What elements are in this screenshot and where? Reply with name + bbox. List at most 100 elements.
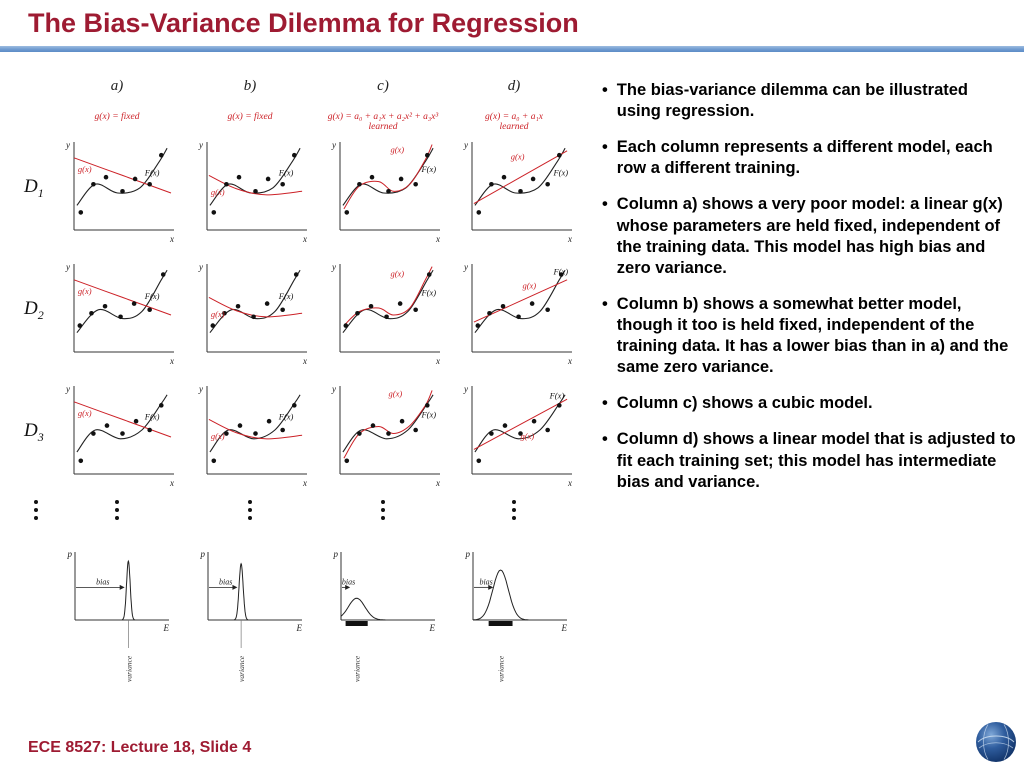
svg-text:y: y [65, 384, 70, 394]
svg-text:E: E [561, 623, 568, 633]
svg-text:F(x): F(x) [144, 411, 160, 421]
bullet-text: Column a) shows a very poor model: a lin… [616, 195, 1003, 277]
svg-text:y: y [331, 140, 336, 150]
bullet-item: • Column a) shows a very poor model: a li… [602, 194, 1016, 278]
svg-text:x: x [169, 478, 174, 488]
svg-text:F(x): F(x) [420, 164, 436, 174]
formula-note: learned [499, 122, 529, 132]
plot-cell-d1-b: y x g(x) F(x) [191, 134, 309, 246]
column-formula-c: g(x) = a₀ + a₁x + a₂x² + a₃x³ learned [308, 112, 458, 132]
title-divider-rule [0, 46, 1024, 52]
regression-plot-svg: y x g(x) F(x) [198, 140, 307, 244]
regression-plot-svg: y x g(x) F(x) [331, 384, 440, 488]
plot-cell-d2-b: y x g(x) F(x) [191, 256, 309, 368]
bullet-marker: • [602, 138, 608, 157]
row-label-d2: D2 [24, 298, 44, 322]
svg-text:y: y [198, 384, 203, 394]
regression-plot-svg: y x g(x) F(x) [65, 262, 174, 366]
slide-footer: ECE 8527: Lecture 18, Slide 4 [28, 739, 252, 756]
bullet-item: • Column c) shows a cubic model. [602, 393, 1016, 414]
svg-text:g(x): g(x) [511, 152, 525, 162]
svg-text:y: y [65, 140, 70, 150]
svg-text:y: y [198, 262, 203, 272]
svg-text:x: x [302, 356, 307, 366]
regression-plot-svg: y x g(x) F(x) [65, 384, 174, 488]
svg-text:p: p [465, 549, 471, 559]
svg-text:x: x [169, 234, 174, 244]
plot-cell-d2-d: y x g(x) F(x) [456, 256, 574, 368]
svg-text:x: x [302, 478, 307, 488]
row-label-d3: D3 [24, 420, 44, 444]
svg-text:p: p [67, 549, 73, 559]
svg-text:bias: bias [342, 577, 355, 586]
column-header-a: a) [110, 78, 124, 94]
row-label-d1: D1 [24, 176, 44, 200]
regression-plot-svg: y x g(x) F(x) [331, 262, 440, 366]
svg-text:p: p [333, 549, 339, 559]
svg-text:g(x): g(x) [78, 286, 92, 296]
regression-plot-svg: y x g(x) F(x) [198, 384, 307, 488]
column-header-c: c) [377, 78, 389, 94]
vertical-ellipsis [34, 500, 38, 504]
svg-text:y: y [463, 140, 468, 150]
plot-cell-d3-d: y x g(x) F(x) [456, 378, 574, 490]
svg-text:g(x): g(x) [390, 268, 404, 278]
svg-text:E: E [163, 623, 170, 633]
svg-text:variance: variance [497, 655, 506, 682]
bullet-marker: • [602, 394, 608, 413]
globe-logo-svg [976, 722, 1016, 762]
svg-text:variance: variance [124, 655, 133, 682]
svg-text:y: y [463, 262, 468, 272]
column-formula-a: g(x) = fixed [42, 112, 192, 122]
plot-cell-d1-d: y x g(x) F(x) [456, 134, 574, 246]
svg-text:g(x): g(x) [78, 164, 92, 174]
bullet-marker: • [602, 81, 608, 99]
svg-text:F(x): F(x) [144, 167, 160, 177]
formula-note: learned [368, 122, 398, 132]
regression-plot-svg: y x g(x) F(x) [65, 140, 174, 244]
svg-text:variance: variance [237, 655, 246, 682]
svg-text:g(x): g(x) [389, 389, 403, 399]
svg-text:bias: bias [479, 577, 492, 586]
svg-text:g(x): g(x) [211, 187, 225, 197]
bullet-item: • Column b) shows a somewhat better model… [602, 294, 1016, 378]
regression-plot-svg: y x g(x) F(x) [463, 140, 572, 244]
regression-plot-svg: y x g(x) F(x) [331, 140, 440, 244]
bullet-marker: • [602, 430, 608, 449]
bullet-text: Column d) shows a linear model that is a… [616, 430, 1016, 491]
plot-cell-d3-b: y x g(x) F(x) [191, 378, 309, 490]
vertical-ellipsis [248, 500, 252, 504]
svg-text:bias: bias [96, 577, 109, 586]
bullet-item: • Each column represents a different mode… [602, 137, 1016, 179]
svg-text:x: x [435, 356, 440, 366]
plot-cell-d2-a: y x g(x) F(x) [58, 256, 176, 368]
bullet-marker: • [602, 294, 608, 313]
column-formula-b: g(x) = fixed [175, 112, 325, 122]
plot-cell-d3-c: y x g(x) F(x) [324, 378, 442, 490]
regression-plot-svg: y x g(x) F(x) [198, 262, 307, 366]
svg-text:F(x): F(x) [552, 167, 568, 177]
formula-text: g(x) = fixed [227, 112, 273, 122]
svg-text:F(x): F(x) [420, 410, 436, 420]
svg-text:g(x): g(x) [522, 281, 536, 291]
formula-text: g(x) = fixed [94, 112, 140, 122]
svg-text:F(x): F(x) [552, 267, 568, 277]
bullet-item: • Column d) shows a linear model that is … [602, 429, 1016, 492]
svg-text:y: y [65, 262, 70, 272]
vertical-ellipsis [381, 500, 385, 504]
vertical-ellipsis [115, 500, 119, 504]
plot-cell-d1-c: y x g(x) F(x) [324, 134, 442, 246]
svg-text:x: x [302, 234, 307, 244]
bullet-list: • The bias-variance dilemma can be illust… [602, 80, 1016, 508]
svg-text:F(x): F(x) [278, 291, 294, 301]
svg-text:F(x): F(x) [420, 288, 436, 298]
svg-text:y: y [463, 384, 468, 394]
plot-cell-d3-a: y x g(x) F(x) [58, 378, 176, 490]
